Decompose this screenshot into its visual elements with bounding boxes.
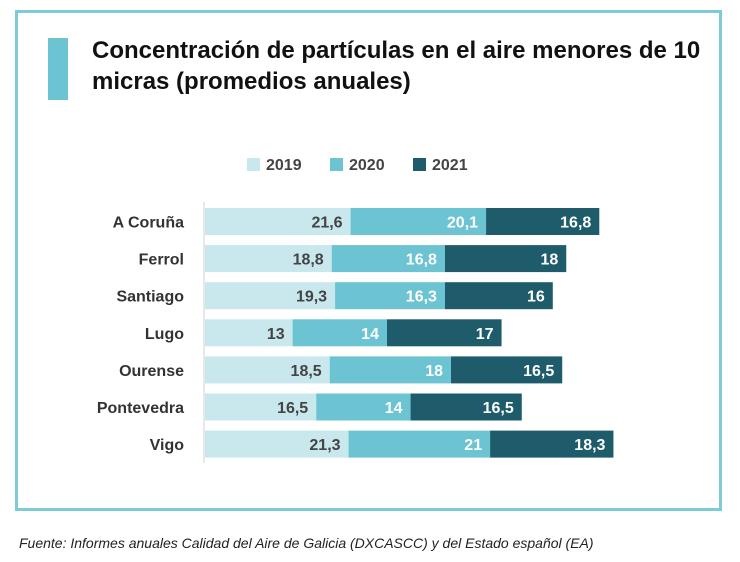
bar-lugo-2020: [292, 319, 387, 347]
chart-title: Concentración de partículas en el aire m…: [92, 37, 701, 95]
legend-label-2021: 2021: [432, 157, 468, 174]
data-label-ferrol-2021: 18: [540, 252, 558, 269]
data-label-vigo-2019: 21,3: [309, 437, 340, 454]
data-label-pontevedra-2019: 16,5: [277, 400, 308, 417]
category-label-vigo: Vigo: [150, 437, 185, 454]
bar-ferrol-2019: [205, 245, 332, 273]
bar-ourense-2021: [451, 356, 563, 384]
data-label-a-coruna-2020: 20,1: [447, 215, 478, 232]
bar-santiago-2020: [335, 282, 445, 310]
data-label-ourense-2020: 18: [425, 363, 443, 380]
category-label-a-coruna: A Coruña: [113, 215, 185, 232]
data-label-santiago-2021: 16: [527, 289, 545, 306]
bar-ferrol-2021: [444, 245, 567, 273]
data-label-lugo-2021: 17: [476, 326, 494, 343]
data-label-lugo-2020: 14: [361, 326, 379, 343]
data-label-pontevedra-2021: 16,5: [483, 400, 514, 417]
data-label-pontevedra-2020: 14: [385, 400, 403, 417]
data-label-ferrol-2019: 18,8: [293, 252, 324, 269]
bar-ourense-2019: [205, 356, 330, 384]
category-label-lugo: Lugo: [145, 326, 184, 343]
bar-vigo-2019: [205, 430, 349, 458]
bar-vigo-2021: [490, 430, 614, 458]
data-label-ourense-2021: 16,5: [523, 363, 554, 380]
data-label-santiago-2020: 16,3: [406, 289, 437, 306]
bar-pontevedra-2019: [205, 393, 317, 421]
bar-a-coruna-2020: [350, 208, 487, 235]
legend-swatch-2020: [330, 158, 343, 171]
data-label-santiago-2019: 19,3: [296, 289, 327, 306]
category-label-ferrol: Ferrol: [139, 252, 184, 269]
data-label-a-coruna-2019: 21,6: [311, 215, 342, 232]
bar-ourense-2020: [329, 356, 452, 384]
source-note: Fuente: Informes anuales Calidad del Air…: [19, 535, 594, 551]
bar-a-coruna-2021: [486, 208, 600, 235]
category-label-ourense: Ourense: [119, 363, 184, 380]
bar-pontevedra-2020: [316, 393, 411, 421]
data-label-vigo-2021: 18,3: [574, 437, 605, 454]
title-accent-bar: [48, 38, 68, 100]
bar-lugo-2021: [386, 319, 502, 347]
bar-santiago-2019: [205, 282, 336, 310]
bar-a-coruna-2019: [205, 208, 351, 235]
bar-ferrol-2020: [331, 245, 445, 273]
category-label-santiago: Santiago: [116, 289, 184, 306]
legend-label-2020: 2020: [349, 157, 385, 174]
category-label-pontevedra: Pontevedra: [97, 400, 184, 417]
bar-pontevedra-2021: [410, 393, 522, 421]
legend-label-2019: 2019: [266, 157, 302, 174]
bar-santiago-2021: [444, 282, 553, 310]
data-label-vigo-2020: 21: [464, 437, 482, 454]
data-label-a-coruna-2021: 16,8: [560, 215, 591, 232]
data-label-ferrol-2020: 16,8: [406, 252, 437, 269]
data-label-ourense-2019: 18,5: [291, 363, 322, 380]
data-label-lugo-2019: 13: [267, 326, 285, 343]
bar-vigo-2020: [348, 430, 491, 458]
legend-swatch-2019: [247, 158, 260, 171]
bar-lugo-2019: [205, 319, 293, 347]
legend-swatch-2021: [413, 158, 426, 171]
